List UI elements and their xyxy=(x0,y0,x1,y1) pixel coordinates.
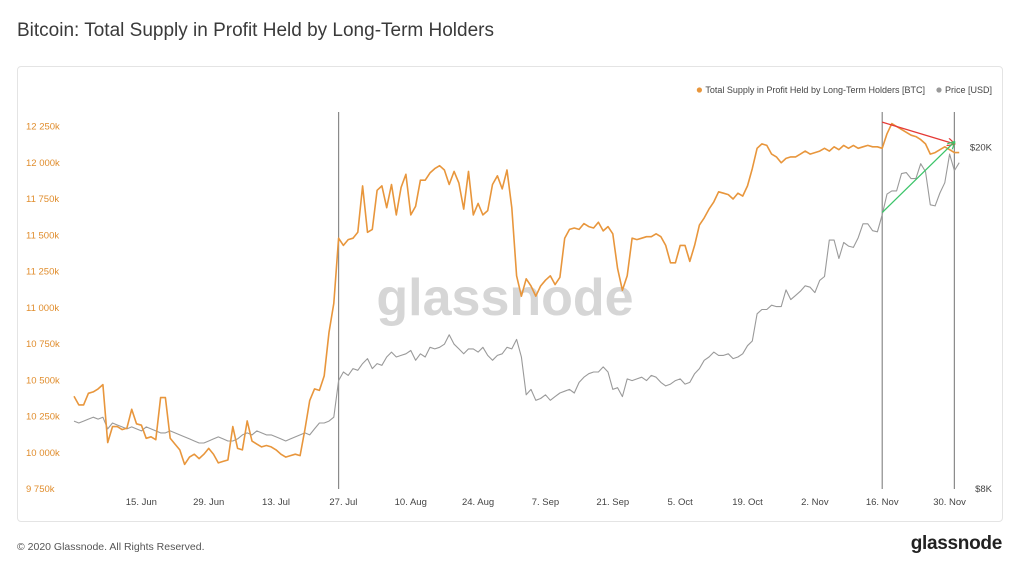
x-axis: 15. Jun 29. Jun 13. Jul 27. Jul 10. Aug 24. A… xyxy=(126,497,966,508)
y-right-tick-label: $20K xyxy=(970,143,993,154)
y-left-tick-label: 10 750k xyxy=(26,339,60,350)
y-left-tick-label: 10 000k xyxy=(26,448,60,459)
y-left-tick-label: 12 000k xyxy=(26,158,60,169)
page-title: Bitcoin: Total Supply in Profit Held by … xyxy=(17,20,494,41)
watermark: glassnode xyxy=(376,269,633,327)
copyright-notice: © 2020 Glassnode. All Rights Reserved. xyxy=(17,541,205,553)
x-tick-label: 5. Oct xyxy=(667,497,693,508)
x-tick-label: 30. Nov xyxy=(933,497,966,508)
x-tick-label: 15. Jun xyxy=(126,497,157,508)
right-axis: $8K $20K xyxy=(970,143,993,495)
legend-label: Total Supply in Profit Held by Long-Term… xyxy=(705,85,925,95)
x-tick-label: 29. Jun xyxy=(193,497,224,508)
y-left-tick-label: 10 500k xyxy=(26,375,60,386)
y-left-tick-label: 9 750k xyxy=(26,484,55,495)
x-tick-label: 19. Oct xyxy=(732,497,763,508)
series-layer xyxy=(73,122,960,466)
supply-in-profit-line xyxy=(73,122,960,466)
price-line xyxy=(73,153,960,444)
x-tick-label: 21. Sep xyxy=(596,497,629,508)
y-left-tick-label: 11 250k xyxy=(26,267,59,278)
y-right-tick-label: $8K xyxy=(975,484,993,495)
x-tick-label: 7. Sep xyxy=(532,497,559,508)
y-left-tick-label: 12 250k xyxy=(26,122,60,133)
price-trend-arrow xyxy=(881,142,954,213)
x-tick-label: 2. Nov xyxy=(801,497,829,508)
legend[interactable]: Price [USD] Total Supply in Profit Held b… xyxy=(696,85,992,95)
supply-trend-arrow xyxy=(882,121,954,144)
legend-label: Price [USD] xyxy=(945,85,992,95)
x-tick-label: 24. Aug xyxy=(462,497,494,508)
glassnode-logo[interactable]: glassnode xyxy=(910,533,1003,554)
x-tick-label: 27. Jul xyxy=(329,497,357,508)
chart-svg: glassnode 9 750k 10 000k 10 250k 10 500k 10 … xyxy=(26,85,993,508)
trend-arrows xyxy=(881,121,954,213)
left-axis: 9 750k 10 000k 10 250k 10 500k 10 750k 11 000… xyxy=(26,122,60,496)
legend-swatch xyxy=(936,87,942,93)
y-left-tick-label: 11 500k xyxy=(26,230,59,241)
x-tick-label: 10. Aug xyxy=(395,497,427,508)
x-tick-label: 13. Jul xyxy=(262,497,290,508)
x-tick-label: 16. Nov xyxy=(866,497,899,508)
y-left-tick-label: 11 750k xyxy=(26,194,59,205)
chart-card: glassnode 9 750k 10 000k 10 250k 10 500k 10 … xyxy=(17,66,1003,522)
vertical-markers xyxy=(337,112,955,489)
y-left-tick-label: 11 000k xyxy=(26,303,59,314)
legend-swatch xyxy=(696,87,702,93)
y-left-tick-label: 10 250k xyxy=(26,412,60,423)
